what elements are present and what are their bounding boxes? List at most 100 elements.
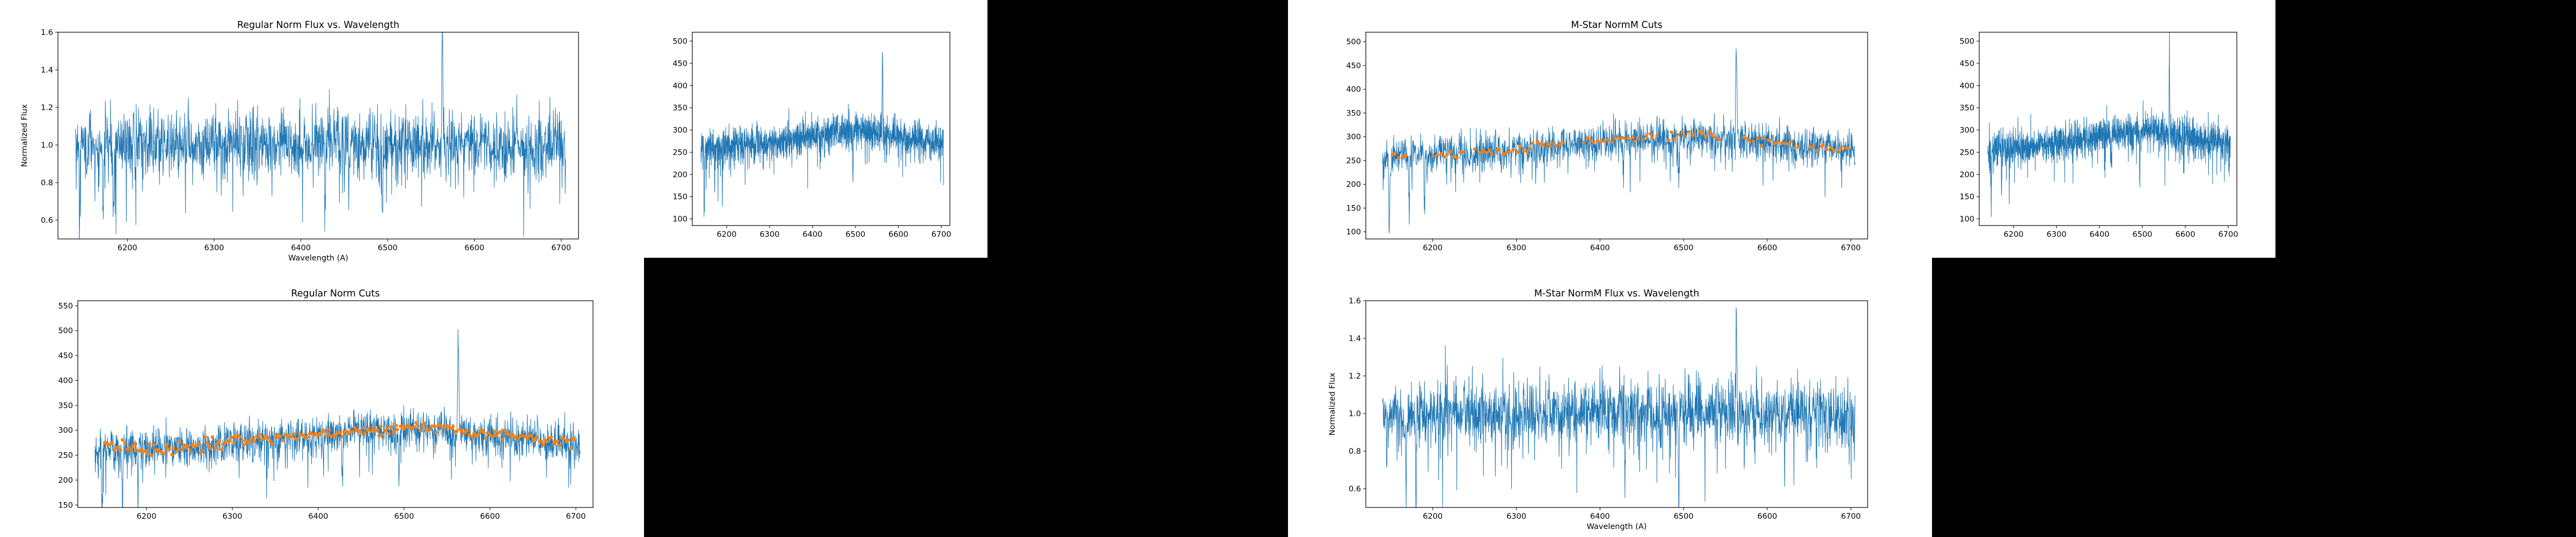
cut-point — [113, 448, 116, 452]
plot-area — [75, 32, 566, 239]
cut-point — [197, 442, 201, 446]
cut-point — [1561, 141, 1565, 144]
cut-point — [506, 432, 510, 436]
cut-point — [525, 437, 529, 440]
cut-point — [348, 430, 352, 433]
cut-point — [363, 432, 367, 436]
x-tick-label: 6400 — [2090, 230, 2110, 239]
cut-point — [1792, 146, 1797, 150]
cut-point — [1455, 156, 1459, 159]
y-tick-label: 500 — [58, 327, 73, 336]
cut-point — [402, 427, 406, 431]
cut-point — [1473, 147, 1477, 151]
cut-point — [229, 435, 233, 439]
x-tick-label: 6200 — [118, 244, 137, 252]
cut-point — [377, 434, 381, 438]
x-tick-label: 6700 — [932, 230, 952, 239]
cut-point — [1648, 132, 1652, 136]
cut-point — [1717, 137, 1721, 142]
y-tick-label: 450 — [672, 60, 687, 68]
cut-point — [1397, 156, 1401, 160]
y-tick-label: 1.0 — [1349, 410, 1361, 418]
cut-point — [361, 426, 364, 430]
cut-point — [275, 436, 279, 440]
cut-point — [1582, 141, 1585, 145]
cut-point — [110, 441, 114, 445]
y-tick-label: 500 — [1346, 38, 1361, 47]
cut-point — [181, 448, 185, 452]
cut-point — [1596, 139, 1599, 143]
y-tick-label: 250 — [672, 148, 687, 157]
cut-point — [1461, 150, 1465, 154]
cut-point — [279, 434, 282, 438]
cut-point — [326, 432, 330, 436]
chart-mstar-normm-flux: M-Star NormM Flux vs. Wavelength Wavelen… — [1328, 288, 1868, 531]
cut-point — [1642, 137, 1645, 141]
cut-point — [493, 430, 497, 433]
cut-point — [338, 431, 342, 435]
cut-point — [259, 433, 262, 437]
cut-point — [1531, 141, 1534, 145]
cut-point — [1611, 140, 1614, 144]
figure-panel-3 — [1288, 0, 1932, 537]
cut-point — [1693, 132, 1696, 136]
cut-point — [386, 426, 390, 430]
cut-point — [256, 435, 260, 439]
cut-point — [171, 446, 175, 450]
cut-point — [501, 438, 504, 441]
cut-point — [1617, 136, 1621, 140]
cut-point — [1751, 140, 1755, 143]
cut-point — [1481, 149, 1485, 153]
cut-point — [1589, 139, 1593, 143]
cut-point — [1458, 150, 1462, 154]
cut-point — [1393, 151, 1397, 156]
cut-point — [1558, 143, 1562, 147]
spectrum-series — [75, 32, 566, 239]
cut-point — [1783, 142, 1787, 146]
x-tick-label: 6400 — [291, 244, 311, 252]
x-tick-label: 6200 — [137, 512, 157, 521]
axes-frame — [1365, 300, 1868, 508]
cut-point — [392, 430, 396, 434]
cut-point — [1613, 136, 1617, 141]
cut-point — [400, 424, 405, 427]
cut-point — [266, 436, 270, 440]
cut-point — [394, 424, 398, 427]
cut-point — [1525, 150, 1529, 154]
spectrum-series — [1382, 307, 1856, 507]
spectrum-series — [1382, 48, 1856, 234]
cut-point — [1528, 147, 1533, 151]
cut-point — [484, 436, 488, 440]
cut-point — [123, 441, 127, 445]
x-tick-label: 6500 — [1674, 244, 1694, 252]
cut-point — [268, 439, 272, 443]
cut-point — [1789, 139, 1793, 143]
x-tick-label: 6300 — [1506, 244, 1526, 252]
plot-area — [700, 52, 944, 217]
cut-point — [1546, 142, 1549, 146]
cut-point — [412, 425, 415, 429]
y-tick-label: 350 — [1346, 109, 1361, 118]
x-tick-label: 6300 — [1506, 512, 1526, 521]
y-tick-label: 150 — [58, 501, 73, 510]
cut-point — [455, 429, 459, 433]
figure-panel-4 — [1932, 0, 2275, 258]
cut-point — [1747, 139, 1751, 142]
x-tick-label: 6600 — [1758, 512, 1777, 521]
cut-point — [461, 432, 465, 436]
cut-point — [555, 439, 559, 443]
y-tick-label: 1.6 — [41, 28, 53, 37]
cut-point — [1620, 136, 1624, 140]
cut-point — [376, 428, 379, 432]
cut-point — [1667, 139, 1671, 142]
cut-point — [1497, 148, 1501, 151]
cut-point — [116, 446, 120, 450]
cut-point — [203, 435, 207, 439]
y-tick-label: 250 — [1346, 157, 1361, 165]
cut-point — [459, 429, 463, 433]
axes-frame — [692, 32, 950, 226]
cut-point — [511, 433, 515, 437]
cut-point — [208, 447, 213, 451]
cut-point — [210, 435, 214, 439]
cut-point — [1821, 143, 1825, 147]
